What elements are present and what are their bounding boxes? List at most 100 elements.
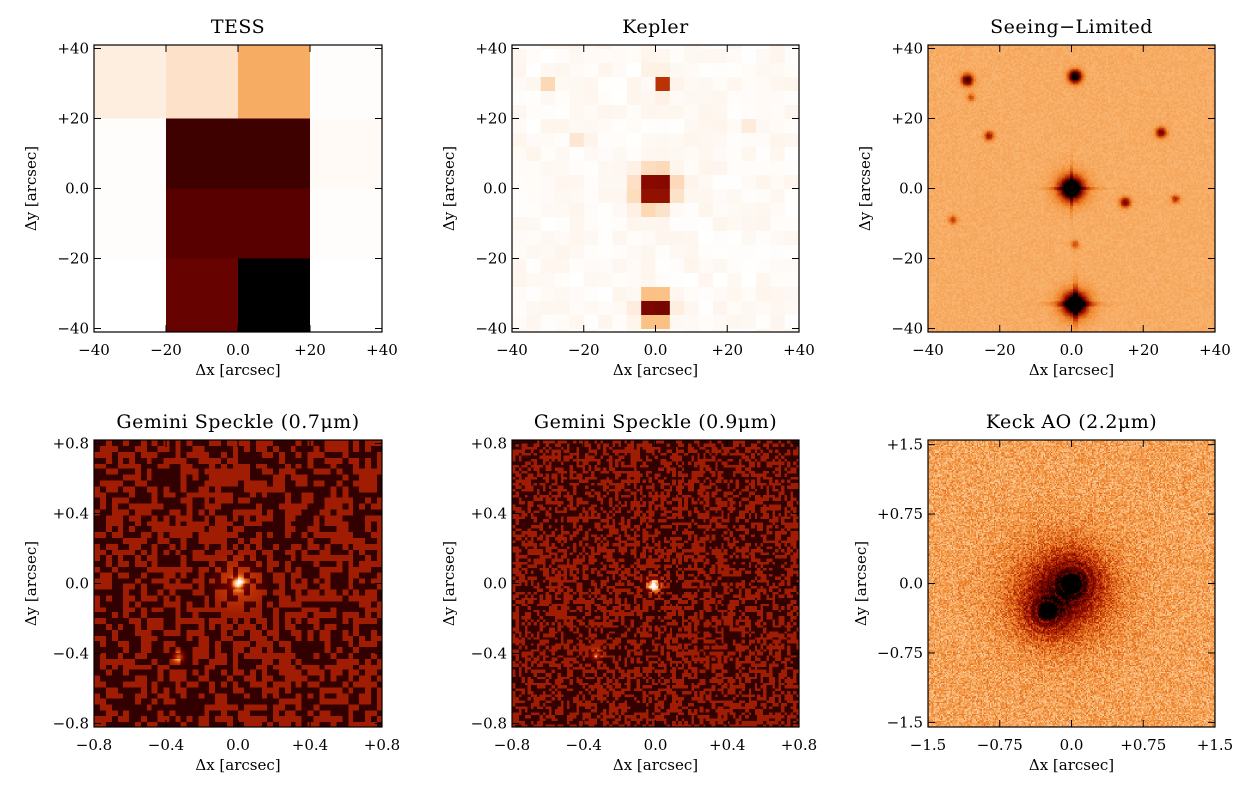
kepler-pixel [655,314,671,329]
kepler-pixel [612,314,628,329]
kepler-pixel [799,161,814,176]
kepler-pixel [540,132,556,147]
kepler-pixel [526,90,542,105]
kepler-pixel [569,90,585,105]
kepler-pixel [727,202,743,217]
kepler-pixel [540,62,556,77]
kepler-pixel [698,272,714,287]
kepler-pixel [698,300,714,315]
kepler-pixel [626,48,642,63]
kepler-pixel [784,45,799,49]
kepler-pixel [641,174,656,189]
kepler-pixel [784,118,799,133]
tess-pixel [94,188,166,259]
x-tick-label: +1.5 [1197,736,1233,754]
kepler-pixel [641,76,656,91]
kepler-pixel [784,132,799,147]
kepler-pixel [684,146,700,161]
kepler-pixel [655,76,671,91]
kepler-pixel [569,188,585,203]
kepler-pixel [698,90,714,105]
kepler-pixel [626,90,642,105]
speckle07-ylabel: Δy [arcsec] [22,541,40,626]
kepler-pixel [727,188,743,203]
kepler-pixel [598,132,613,147]
kepler-pixel [512,258,527,273]
panel-speckle09: −0.8 −0.4 0.0 +0.4 +0.8 −0.8 −0.4 0.0 +0.4 +0.8 Ge… [440,411,817,774]
kepler-pixel [741,188,757,203]
x-tick-label: −20 [150,341,182,359]
kepler-pixel [712,104,728,119]
y-tick-label: −0.8 [471,715,507,733]
kepler-pixel [626,132,642,147]
kepler-pixel [512,45,527,49]
kepler-pixel [583,45,599,49]
kepler-pixel [540,314,556,329]
kepler-pixel [555,104,570,119]
x-tick-label: 0.0 [226,736,250,754]
kepler-pixel [784,160,799,175]
kepler-pixel [655,230,671,245]
kepler-pixel [799,203,814,218]
kepler-pixel [583,300,599,315]
kepler-pixel [741,48,757,63]
speckle09-plot-area [512,440,799,727]
kepler-pixel [655,286,671,301]
kepler-pixel [784,328,799,332]
kepler-pixel [755,48,771,63]
kepler-pixel [712,146,728,161]
kepler-pixel [669,160,685,175]
kepler-pixel [555,202,570,217]
kepler-pixel [512,230,513,245]
kepler-pixel [770,160,786,175]
kepler-pixel [555,160,570,175]
kepler-pixel [540,300,556,315]
kepler-pixel [784,244,799,259]
kepler-pixel [569,272,585,287]
kepler-pixel [540,90,556,105]
kepler-pixel [626,300,642,315]
kepler-pixel [770,300,786,315]
kepler-pixel [626,104,642,119]
kepler-pixel [669,118,685,133]
kepler-pixel [784,314,799,329]
kepler-pixel [799,315,814,330]
keck-plot-area [928,440,1215,727]
kepler-pixel [512,216,513,231]
kepler-pixel [598,90,613,105]
kepler-pixel [583,132,599,147]
kepler-pixel [727,216,743,231]
kepler-pixel [512,76,527,91]
kepler-pixel [598,160,613,175]
kepler-pixel [741,216,757,231]
tess-pixel [94,258,166,332]
y-tick-label: 0.0 [899,575,923,593]
kepler-pixel [626,188,642,203]
kepler-pixel [727,258,743,273]
kepler-pixel [655,118,671,133]
y-tick-label: −20 [57,250,89,268]
kepler-pixel [555,272,570,287]
kepler-pixel [512,160,527,175]
kepler-pixel [569,314,585,329]
kepler-pixel [569,216,585,231]
y-tick-label: −0.4 [471,645,507,663]
kepler-pixel [626,272,642,287]
kepler-pixel [569,160,585,175]
kepler-pixel [526,76,542,91]
kepler-pixel [770,328,786,332]
kepler-pixel [512,118,527,133]
kepler-pixel [655,104,671,119]
kepler-pixel [598,300,613,315]
tess-pixel [94,118,166,189]
kepler-pixel [669,45,685,49]
kepler-pixel [799,259,814,274]
kepler-pixel [712,62,728,77]
kepler-pixel [727,328,743,332]
speckle09-title: Gemini Speckle (0.9μm) [534,411,777,433]
y-tick-label: 0.0 [65,575,89,593]
kepler-pixel [799,287,814,302]
kepler-pixel [641,216,656,231]
y-tick-label: +20 [891,110,923,128]
kepler-pixel [512,272,513,287]
